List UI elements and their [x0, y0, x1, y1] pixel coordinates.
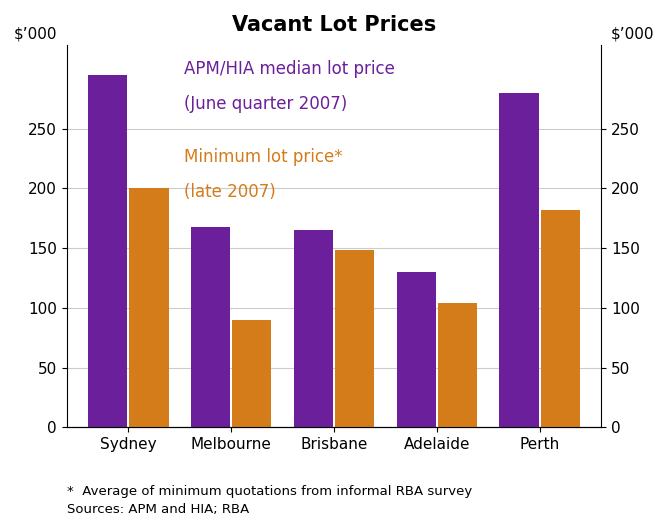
- Bar: [335, 251, 374, 427]
- Text: Minimum lot price*: Minimum lot price*: [184, 148, 343, 166]
- Bar: [191, 227, 230, 427]
- Bar: [397, 272, 436, 427]
- Bar: [232, 320, 271, 427]
- Bar: [500, 93, 538, 427]
- Text: $’000: $’000: [611, 26, 655, 41]
- Text: *  Average of minimum quotations from informal RBA survey: * Average of minimum quotations from inf…: [67, 485, 472, 498]
- Bar: [88, 75, 128, 427]
- Bar: [438, 303, 477, 427]
- Bar: [540, 210, 580, 427]
- Bar: [130, 188, 168, 427]
- Text: $’000: $’000: [13, 26, 57, 41]
- Text: (late 2007): (late 2007): [184, 183, 276, 200]
- Title: Vacant Lot Prices: Vacant Lot Prices: [232, 15, 436, 35]
- Text: (June quarter 2007): (June quarter 2007): [184, 94, 347, 113]
- Text: APM/HIA median lot price: APM/HIA median lot price: [184, 60, 395, 78]
- Text: Sources: APM and HIA; RBA: Sources: APM and HIA; RBA: [67, 503, 249, 516]
- Bar: [294, 230, 333, 427]
